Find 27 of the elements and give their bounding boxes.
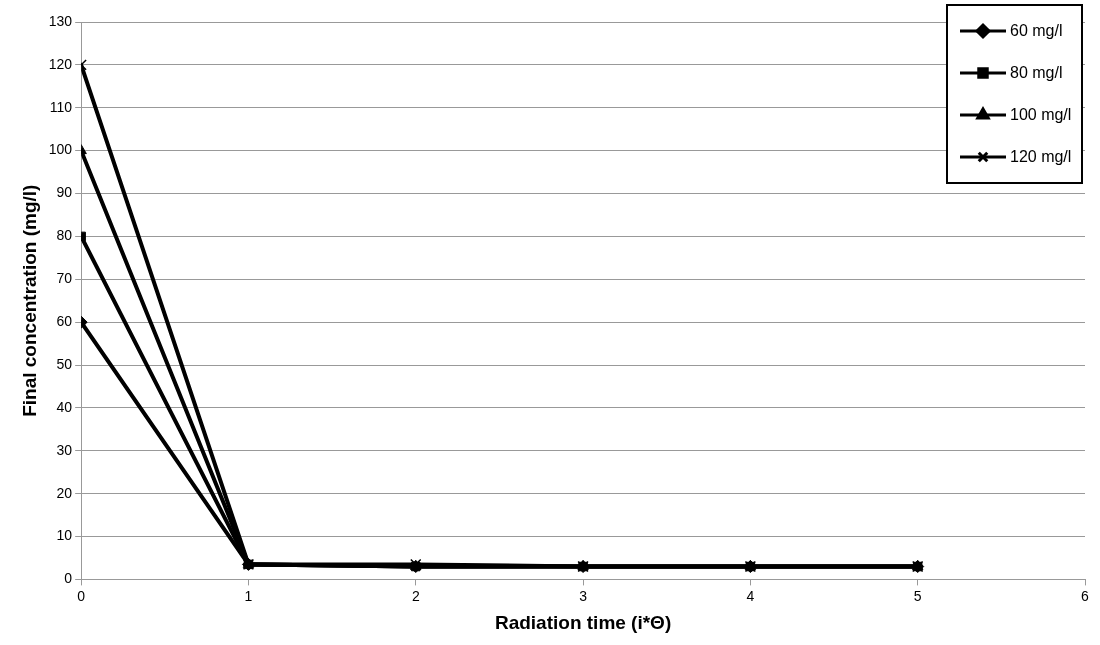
- y-tick-label: 20: [56, 484, 73, 501]
- y-axis-title: Final concentration (mg/l): [18, 184, 40, 417]
- y-tick-label: 70: [56, 270, 73, 287]
- y-tick-label: 130: [48, 12, 73, 29]
- legend-label: 80 mg/l: [1010, 64, 1063, 82]
- x-tick-label: 6: [1081, 587, 1090, 604]
- legend-label: 100 mg/l: [1010, 106, 1072, 124]
- y-tick-label: 80: [56, 227, 73, 244]
- x-tick-label: 1: [244, 587, 253, 604]
- x-tick-label: 0: [77, 587, 86, 604]
- x-tick-label: 3: [579, 587, 588, 604]
- x-axis-title: Radiation time (i*Θ): [494, 611, 672, 633]
- y-tick-label: 90: [56, 184, 73, 201]
- y-tick-label: 40: [56, 398, 73, 415]
- y-tick-label: 120: [48, 55, 73, 72]
- y-tick-label: 60: [56, 313, 73, 329]
- y-tick-label: 10: [56, 527, 73, 544]
- y-tick-label: 100: [48, 141, 73, 158]
- y-tick-label: 0: [64, 570, 73, 587]
- y-tick-label: 110: [49, 98, 73, 115]
- x-tick-label: 4: [746, 587, 755, 604]
- legend-label: 120 mg/l: [1010, 148, 1072, 166]
- x-tick-label: 2: [411, 587, 420, 604]
- legend-label: 60 mg/l: [1010, 22, 1063, 40]
- x-tick-label: 5: [913, 587, 922, 604]
- y-tick-label: 30: [56, 441, 73, 458]
- y-tick-label: 50: [56, 355, 73, 372]
